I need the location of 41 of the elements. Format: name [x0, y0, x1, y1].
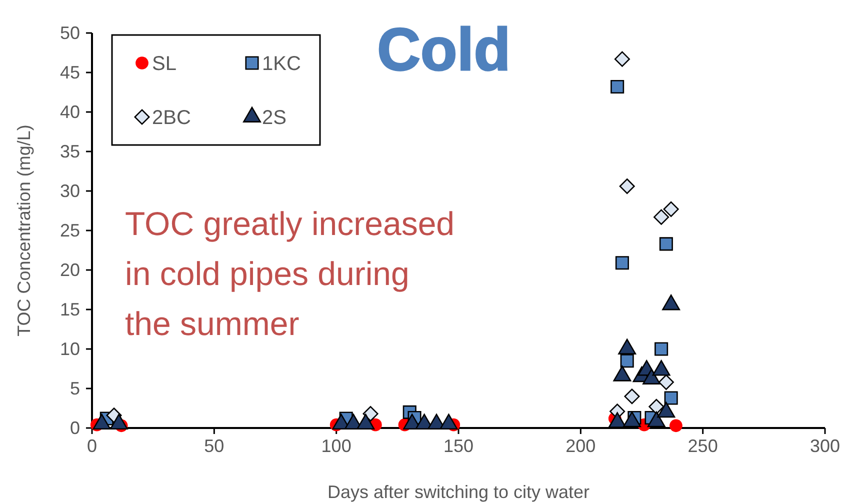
point	[619, 178, 635, 194]
point	[664, 391, 678, 405]
point	[620, 354, 634, 368]
x-tick-label: 150	[443, 436, 474, 456]
point	[614, 51, 630, 67]
y-tick-label: 15	[60, 300, 80, 320]
y-axis-title: TOC Concentration (mg/L)	[14, 124, 34, 336]
y-tick-label: 40	[60, 102, 80, 122]
y-tick-label: 50	[60, 23, 80, 43]
point	[648, 398, 664, 414]
y-tick-label: 5	[70, 378, 80, 398]
x-tick-label: 50	[204, 436, 224, 456]
x-axis-title: Days after switching to city water	[327, 482, 590, 502]
y-tick-label: 35	[60, 142, 80, 162]
point	[654, 342, 668, 356]
x-tick-label: 0	[86, 436, 98, 456]
point	[615, 256, 629, 270]
point	[610, 80, 624, 94]
point	[658, 374, 674, 390]
y-tick-label: 25	[60, 220, 80, 240]
point	[654, 209, 670, 225]
y-tick-label: 20	[60, 260, 80, 280]
point	[624, 388, 640, 404]
y-tick-label: 0	[70, 418, 80, 438]
y-tick-label: 10	[60, 339, 80, 359]
point	[670, 419, 682, 432]
x-tick-label: 100	[321, 436, 352, 456]
x-tick-label: 200	[566, 436, 596, 456]
chart-title: Cold	[377, 16, 510, 83]
legend-label: 1KC	[262, 53, 301, 75]
legend-label: 2S	[262, 107, 286, 129]
point	[362, 406, 378, 422]
point	[659, 237, 673, 251]
y-tick-label: 30	[60, 181, 80, 201]
annotation: TOC greatly increased in cold pipes during the summer	[125, 205, 455, 342]
x-tick-label: 250	[688, 436, 718, 456]
legend-label: SL	[152, 53, 176, 75]
y-tick-label: 45	[60, 62, 80, 82]
point	[663, 201, 679, 217]
x-tick-label: 300	[810, 436, 840, 456]
legend-label: 2BC	[152, 107, 191, 129]
